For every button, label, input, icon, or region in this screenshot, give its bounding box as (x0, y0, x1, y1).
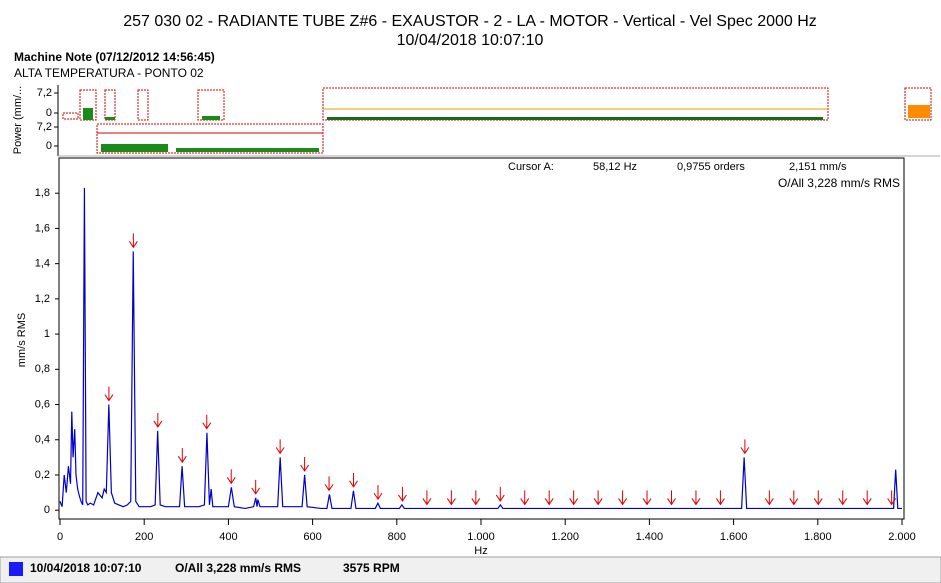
harmonic-arrow (398, 486, 407, 502)
x-tick-label: 1.800 (804, 531, 832, 543)
footer-bar (0, 556, 941, 583)
x-tick-label: 0 (57, 531, 63, 543)
harmonic-arrow (838, 490, 848, 506)
harmonic-arrow (520, 490, 530, 506)
y-tick-label: 0,6 (35, 398, 50, 410)
x-tick-label: 2.000 (888, 531, 916, 543)
power-tick-label: 0 (46, 140, 52, 152)
harmonic-arrow (813, 490, 823, 506)
cursor-amp: 2,151 mm/s (789, 161, 847, 173)
harmonic-arrow (569, 490, 579, 506)
harmonic-arrow (667, 490, 676, 506)
x-tick-label: 1.400 (636, 531, 664, 543)
harmonic-arrow (887, 490, 897, 506)
note-title: Machine Note (07/12/2012 14:56:45) (14, 50, 215, 64)
spectrum-line (59, 187, 902, 510)
harmonic-arrow (471, 490, 481, 506)
chart-subtitle: 10/04/2018 10:07:10 (397, 32, 544, 49)
harmonic-arrow (789, 490, 799, 506)
y-tick-label: 1,4 (35, 258, 50, 270)
y-tick-label: 0 (44, 504, 50, 516)
x-tick-label: 800 (388, 531, 406, 543)
power-bars (83, 105, 930, 152)
cursor-orders: 0,9755 orders (677, 161, 745, 173)
power-tick-label: 7,2 (37, 121, 52, 133)
cursor-label: Cursor A: (508, 161, 554, 173)
x-tick-label: 600 (303, 531, 321, 543)
footer-swatch (9, 562, 23, 576)
harmonic-arrow (862, 490, 872, 506)
harmonic-arrow (446, 490, 456, 506)
harmonic-arrow (226, 469, 236, 485)
power-tick-label: 0 (46, 107, 52, 119)
harmonic-arrow (618, 490, 627, 506)
harmonic-arrow (740, 439, 750, 455)
power-panel (57, 85, 940, 157)
harmonic-arrow (764, 490, 774, 506)
harmonic-arrow (691, 490, 701, 506)
x-tick-label: 400 (219, 531, 237, 543)
x-tick-label: 1.600 (720, 531, 748, 543)
cursor-freq: 58,12 Hz (593, 161, 637, 173)
harmonic-arrow (153, 412, 163, 428)
harmonic-arrow (128, 233, 138, 249)
harmonic-arrow (716, 490, 725, 506)
chart-title: 257 030 02 - RADIANTE TUBE Z#6 - EXAUSTO… (123, 13, 817, 30)
harmonic-arrow (251, 479, 261, 495)
harmonic-arrow (593, 490, 603, 506)
power-axis-label: Power (mm/... (12, 86, 24, 154)
power-tick-label: 7,2 (37, 87, 52, 99)
harmonic-arrow (373, 485, 383, 501)
x-tick-label: 1.000 (467, 531, 495, 543)
y-tick-label: 1,6 (35, 222, 50, 234)
harmonic-arrow (202, 414, 212, 430)
harmonic-arrow (642, 490, 652, 506)
y-tick-label: 1,2 (35, 293, 50, 305)
x-tick-label: 1.200 (551, 531, 579, 543)
x-axis-label: Hz (474, 545, 487, 557)
footer-overall: O/All 3,228 mm/s RMS (175, 561, 301, 575)
harmonic-arrow (300, 456, 310, 472)
y-tick-label: 0,4 (35, 434, 50, 446)
footer-rpm: 3575 RPM (343, 561, 400, 575)
y-tick-label: 1 (44, 328, 50, 340)
y-axis-label: mm/s RMS (16, 313, 28, 367)
harmonic-arrow (324, 476, 334, 492)
harmonic-arrow (422, 490, 432, 506)
footer-date: 10/04/2018 10:07:10 (30, 561, 142, 575)
harmonic-arrow (275, 439, 285, 455)
y-tick-label: 0,2 (35, 469, 50, 481)
harmonic-arrow (177, 448, 187, 464)
y-tick-label: 0,8 (35, 363, 50, 375)
harmonic-arrow (349, 472, 358, 488)
y-tick-label: 1,8 (35, 187, 50, 199)
note-text: ALTA TEMPERATURA - PONTO 02 (14, 66, 204, 80)
harmonic-arrow (104, 386, 114, 402)
cursor-overall: O/All 3,228 mm/s RMS (778, 176, 900, 190)
harmonic-arrow (495, 486, 505, 502)
harmonic-arrow (544, 490, 554, 506)
x-tick-label: 200 (135, 531, 153, 543)
